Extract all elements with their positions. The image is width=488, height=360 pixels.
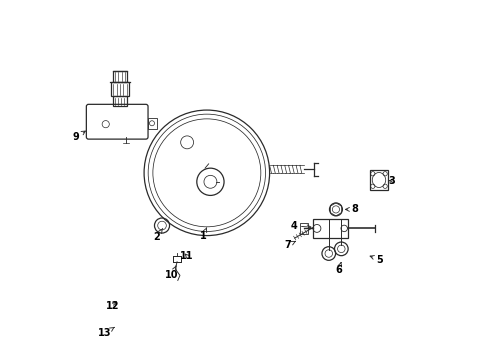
Text: 4: 4 — [290, 221, 310, 231]
Text: 6: 6 — [334, 262, 341, 275]
Bar — [147, 118, 156, 129]
Bar — [369, 170, 387, 190]
Text: 2: 2 — [153, 229, 163, 242]
Bar — [113, 71, 126, 82]
Bar — [111, 82, 128, 96]
Text: 13: 13 — [98, 327, 114, 338]
Text: 1: 1 — [200, 228, 206, 240]
Bar — [312, 219, 348, 238]
Text: 9: 9 — [72, 131, 85, 142]
Text: 11: 11 — [180, 251, 193, 261]
Bar — [300, 223, 307, 234]
Bar — [113, 96, 127, 107]
Text: 7: 7 — [284, 240, 295, 250]
Text: 3: 3 — [387, 176, 394, 186]
Text: 12: 12 — [105, 301, 119, 311]
Text: 8: 8 — [345, 204, 358, 215]
Text: 5: 5 — [369, 255, 383, 265]
Text: 10: 10 — [165, 266, 179, 280]
